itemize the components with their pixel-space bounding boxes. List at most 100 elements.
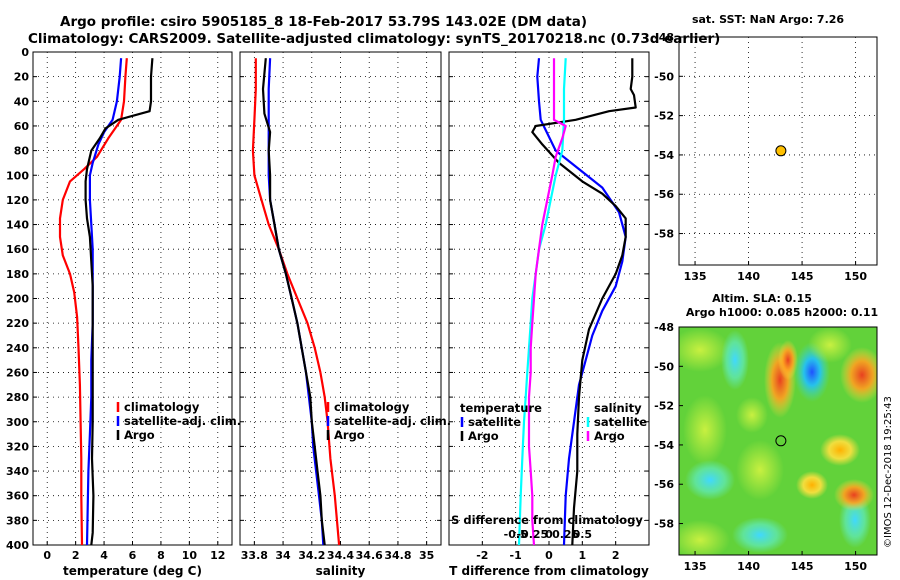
map-y-tick-label: -48	[654, 321, 674, 334]
title-line-1: Argo profile: csiro 5905185_8 18-Feb-201…	[60, 14, 587, 30]
y-tick-label: 160	[6, 243, 29, 256]
map-frame	[678, 326, 878, 556]
y-tick-label: 40	[14, 95, 30, 108]
legend-title-salinity: salinity	[594, 401, 642, 415]
series-line-s-argo	[527, 58, 567, 546]
y-tick-label: 20	[14, 71, 30, 84]
legend-label: satellite-adj. clim.	[334, 414, 451, 428]
y-tick-label: 60	[14, 120, 30, 133]
legend-label: Argo	[124, 428, 155, 442]
s-tick-label: 0.25	[552, 528, 579, 541]
legend-title-temperature: temperature	[460, 401, 542, 415]
series-line-t-satellite	[536, 58, 627, 546]
map-y-tick-label: -56	[654, 188, 674, 201]
y-tick-label: 340	[6, 465, 29, 478]
y-tick-label: 80	[14, 145, 30, 158]
map-x-tick-label: 135	[684, 560, 707, 573]
y-tick-label: 380	[6, 514, 29, 527]
x-tick-label: 2	[72, 549, 80, 562]
sla-heatmap	[679, 327, 877, 555]
legend-label: Argo	[334, 428, 365, 442]
s-tick-label: 0.5	[573, 528, 593, 541]
y-tick-label: 260	[6, 366, 29, 379]
y-tick-label: 300	[6, 416, 29, 429]
series-line-climatology	[58, 58, 128, 546]
map-x-tick-label: 135	[684, 270, 707, 283]
x-tick-label: 34.8	[384, 549, 411, 562]
map-y-tick-label: -54	[654, 149, 674, 162]
map-x-tick-label: 150	[844, 560, 867, 573]
sat-sst-map-panel: sat. SST: NaN Argo: 7.26 135 140 145 150 -48…	[654, 13, 878, 283]
y-tick-label: 180	[6, 268, 29, 281]
legend-label: satellite	[468, 415, 521, 429]
altimetry-map-panel: Altim. SLA: 0.15 Argo h1000: 0.085 h2000…	[654, 292, 878, 573]
legend-label: satellite-adj. clim.	[124, 414, 241, 428]
temperature-panel: 0204060801001201401601802002202402602803…	[6, 46, 241, 578]
map-x-tick-label: 145	[791, 270, 814, 283]
y-tick-label: 220	[6, 317, 29, 330]
y-tick-label: 120	[6, 194, 29, 207]
legend-label: Argo	[594, 429, 625, 443]
imos-watermark: ©IMOS 12-Dec-2018 19:25:43	[883, 396, 894, 548]
x-axis-label: salinity	[316, 564, 366, 578]
map-y-tick-label: -58	[654, 518, 674, 531]
x-tick-label: 34	[275, 549, 291, 562]
x-tick-label: 2	[612, 549, 620, 562]
argo-position-marker	[775, 435, 787, 447]
argo-height-title: Argo h1000: 0.085 h2000: 0.11	[686, 306, 878, 319]
x-tick-label: 1	[579, 549, 587, 562]
y-tick-label: 240	[6, 342, 29, 355]
salinity-panel: 33.8 34 34.2 34.4 34.6 34.8 35 salinity climatol…	[239, 51, 451, 578]
title-line-2: Climatology: CARS2009. Satellite-adjuste…	[28, 31, 720, 47]
x-tick-label: 33.8	[241, 549, 268, 562]
s-tick-label: 0	[545, 528, 553, 541]
y-tick-label: 200	[6, 293, 29, 306]
map-frame	[678, 36, 878, 266]
series-line-climatology	[251, 58, 341, 546]
s-tick-label: -0.25	[516, 528, 548, 541]
map-y-tick-label: -52	[654, 400, 674, 413]
plot-frame	[32, 51, 233, 546]
series-line-satellite-adj-clim-	[267, 58, 325, 546]
x-axis-label: temperature (deg C)	[63, 564, 202, 578]
y-tick-label: 320	[6, 440, 29, 453]
series-line-s-satellite	[517, 58, 567, 546]
legend-label: climatology	[334, 400, 410, 414]
map-y-tick-label: -50	[654, 70, 674, 83]
series-line-argo	[84, 58, 154, 546]
s-tick-label: -0.5	[504, 528, 528, 541]
x-tick-label: 34.2	[298, 549, 325, 562]
y-tick-label: 0	[21, 46, 29, 59]
x-tick-label: 0	[43, 549, 51, 562]
x-tick-label: 4	[100, 549, 108, 562]
x-axis-label: T difference from climatology	[449, 564, 649, 578]
x-tick-label: 34.6	[356, 549, 383, 562]
map-y-tick-label: -48	[654, 31, 674, 44]
map-x-tick-label: 140	[737, 270, 760, 283]
x-tick-label: 34.4	[327, 549, 354, 562]
map-x-tick-label: 145	[791, 560, 814, 573]
x-tick-label: 6	[129, 549, 137, 562]
y-tick-label: 140	[6, 219, 29, 232]
series-line-satellite-adj-clim-	[85, 58, 123, 546]
difference-panel: -2 -1 0 1 2 T difference from climatology temp…	[448, 51, 650, 578]
sat-sst-title: sat. SST: NaN Argo: 7.26	[692, 13, 844, 26]
legend-label: satellite	[594, 415, 647, 429]
x-tick-label: 35	[419, 549, 434, 562]
s-difference-label: S difference from climatology	[451, 513, 643, 527]
map-y-tick-label: -52	[654, 110, 674, 123]
map-x-tick-label: 150	[844, 270, 867, 283]
x-tick-label: -2	[476, 549, 488, 562]
altim-sla-title: Altim. SLA: 0.15	[712, 292, 812, 305]
legend-label: Argo	[468, 429, 499, 443]
map-y-tick-label: -50	[654, 360, 674, 373]
y-tick-label: 280	[6, 391, 29, 404]
series-line-argo	[261, 58, 326, 546]
series-line-t-argo	[531, 58, 637, 546]
legend-label: climatology	[124, 400, 200, 414]
argo-position-marker	[775, 145, 787, 157]
map-y-tick-label: -58	[654, 228, 674, 241]
map-x-tick-label: 140	[737, 560, 760, 573]
y-tick-label: 400	[6, 539, 29, 552]
